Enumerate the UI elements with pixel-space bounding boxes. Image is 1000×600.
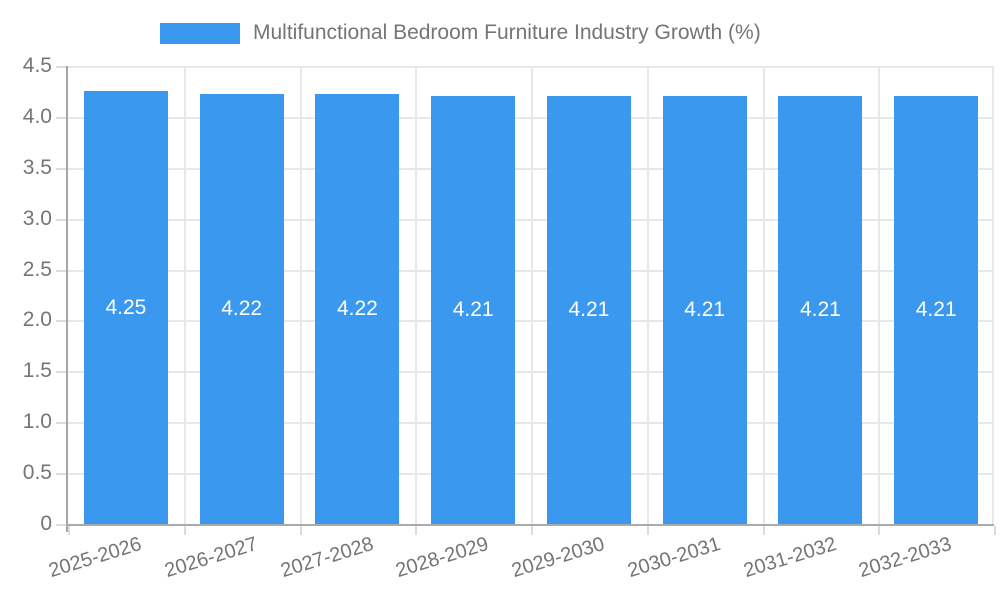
y-tick-label: 3.0 <box>22 206 52 230</box>
x-axis-tick <box>183 526 186 535</box>
x-axis-tick <box>299 526 302 535</box>
legend-item[interactable]: Multifunctional Bedroom Furniture Indust… <box>160 21 761 45</box>
y-tick-label: 0.5 <box>22 461 52 485</box>
y-axis-tick <box>56 66 66 68</box>
y-axis-tick <box>56 473 66 476</box>
bar-value-label: 4.22 <box>336 297 378 321</box>
y-axis-tick <box>56 269 66 272</box>
bar-value-label: 4.21 <box>915 297 957 321</box>
x-axis-tick <box>762 526 765 535</box>
x-axis-tick <box>531 526 533 535</box>
x-axis-tick <box>994 526 996 535</box>
gridline-vertical <box>646 66 649 524</box>
bar: 4.21 <box>546 95 631 524</box>
bar: 4.22 <box>199 94 284 524</box>
gridline-vertical <box>531 66 533 524</box>
y-axis-tick <box>56 167 66 170</box>
bar-value-label: 4.21 <box>799 297 841 321</box>
bar: 4.25 <box>83 91 168 524</box>
y-tick-label: 3.5 <box>22 155 52 179</box>
bar-value-label: 4.21 <box>452 297 494 321</box>
y-tick-label: 1.0 <box>22 410 52 434</box>
bar-value-label: 4.21 <box>684 297 726 321</box>
x-axis-tick <box>646 526 649 535</box>
gridline-vertical <box>415 66 418 524</box>
y-tick-label: 4.0 <box>22 104 52 128</box>
y-tick-label: 1.5 <box>22 359 52 383</box>
gridline-vertical <box>878 66 881 524</box>
legend-swatch-icon <box>160 22 240 44</box>
x-tick-label: 2029-2030 <box>509 533 608 583</box>
y-axis-tick <box>56 422 66 425</box>
x-tick-label: 2030-2031 <box>625 533 724 583</box>
y-axis-line <box>66 66 68 532</box>
y-tick-label: 2.0 <box>22 308 52 332</box>
bar-value-label: 4.25 <box>105 295 147 319</box>
gridline-vertical <box>183 66 186 524</box>
x-tick-label: 2028-2029 <box>393 533 492 583</box>
x-axis-line <box>66 524 994 526</box>
legend-label: Multifunctional Bedroom Furniture Indust… <box>253 21 761 44</box>
bar: 4.21 <box>894 95 979 524</box>
bar: 4.21 <box>431 95 516 524</box>
y-axis-tick <box>56 320 66 323</box>
y-tick-label: 4.5 <box>22 54 52 77</box>
x-tick-label: 2026-2027 <box>162 533 261 583</box>
bar-value-label: 4.21 <box>568 297 610 321</box>
bar: 4.22 <box>315 94 400 524</box>
bar: 4.21 <box>778 95 863 524</box>
y-axis-tick <box>56 116 66 119</box>
y-tick-label: 2.5 <box>22 257 52 281</box>
bar-value-label: 4.22 <box>221 297 263 321</box>
gridline-vertical <box>762 66 765 524</box>
bar: 4.21 <box>662 95 747 524</box>
x-axis-tick <box>878 526 881 535</box>
y-axis-tick <box>56 218 66 221</box>
x-axis-tick <box>68 526 70 535</box>
x-tick-label: 2032-2033 <box>856 533 955 583</box>
x-tick-label: 2031-2032 <box>740 533 839 583</box>
gridline-vertical <box>992 66 994 524</box>
y-axis-tick <box>56 371 66 374</box>
y-axis-tick <box>56 524 66 526</box>
x-tick-label: 2025-2026 <box>46 533 145 583</box>
x-axis-tick <box>415 526 418 535</box>
x-tick-label: 2027-2028 <box>277 533 376 583</box>
gridline-vertical <box>299 66 302 524</box>
y-tick-label: 0 <box>40 512 52 535</box>
